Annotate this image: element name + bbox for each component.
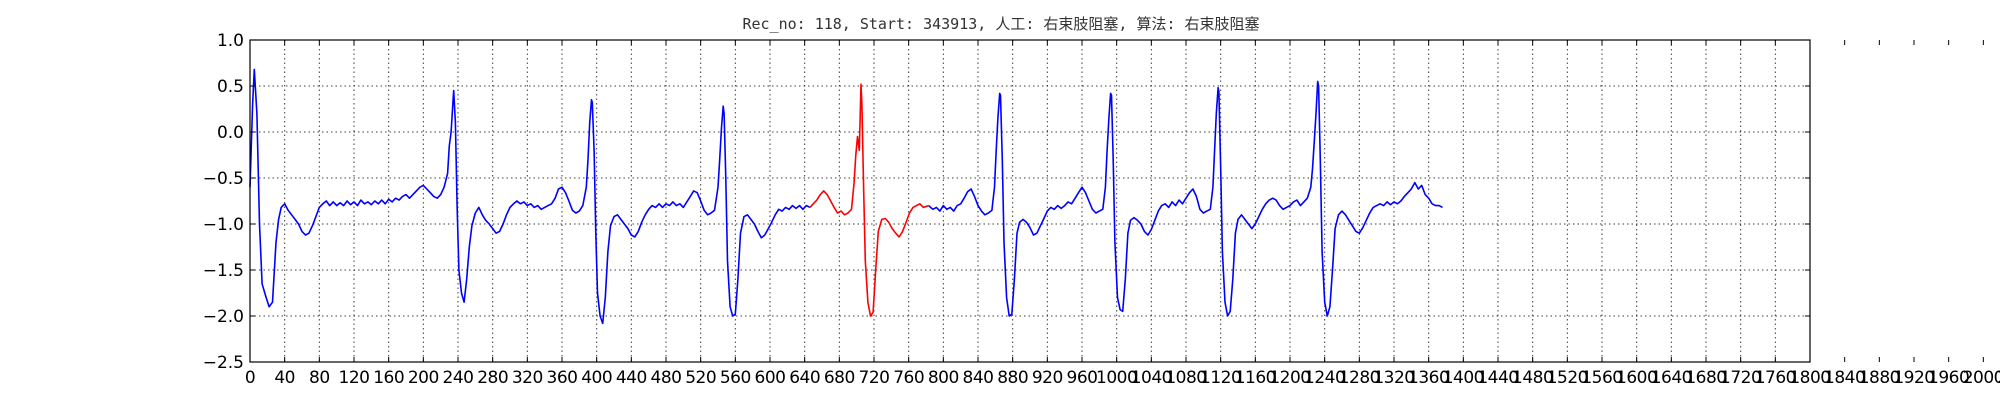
y-axis: 1.0 0.5 0.0 −0.5 −1.0 −1.5 −2.0 −2.5	[203, 31, 1810, 373]
x-tick-label: 1920	[1893, 368, 1934, 388]
series-line	[249, 68, 811, 325]
x-tick-label: 200	[408, 368, 439, 388]
x-tick-label: 1280	[1339, 368, 1380, 388]
y-tick-label: −1.5	[203, 261, 244, 281]
x-tick-label: 1440	[1477, 368, 1518, 388]
x-tick-label: 1840	[1824, 368, 1865, 388]
x-tick-label: 1480	[1512, 368, 1553, 388]
x-tick-label: 1040	[1131, 368, 1172, 388]
x-tick-label: 1640	[1651, 368, 1692, 388]
chart-title: Rec_no: 118, Start: 343913, 人工: 右束肢阻塞, 算…	[742, 15, 1259, 33]
x-tick-label: 360	[547, 368, 578, 388]
x-tick-label: 1200	[1269, 368, 1310, 388]
x-tick-label: 240	[443, 368, 474, 388]
x-tick-label: 1400	[1443, 368, 1484, 388]
x-tick-label: 440	[616, 368, 647, 388]
x-tick-label: 160	[373, 368, 404, 388]
x-tick-label: 1000	[1096, 368, 1137, 388]
plot-frame	[249, 39, 1811, 363]
x-tick-label: 480	[651, 368, 682, 388]
x-tick-label: 800	[928, 368, 959, 388]
x-tick-label: 600	[755, 368, 786, 388]
x-tick-label: 520	[685, 368, 716, 388]
x-tick-label: 1680	[1685, 368, 1726, 388]
x-tick-label: 1080	[1165, 368, 1206, 388]
x-tick-label: 2000	[1963, 368, 2000, 388]
y-tick-label: −2.0	[203, 307, 244, 327]
x-tick-label: 1520	[1547, 368, 1588, 388]
x-tick-label: 1600	[1616, 368, 1657, 388]
x-tick-label: 1240	[1304, 368, 1345, 388]
x-tick-label: 1880	[1859, 368, 1900, 388]
x-tick-label: 0	[245, 368, 255, 388]
series-line	[928, 80, 1443, 317]
x-tick-label: 1120	[1200, 368, 1241, 388]
x-tick-label: 280	[477, 368, 508, 388]
x-tick-label: 400	[581, 368, 612, 388]
y-tick-label: 1.0	[217, 31, 244, 51]
x-tick-label: 640	[789, 368, 820, 388]
series-layer	[249, 68, 1443, 325]
x-tick-label: 1720	[1720, 368, 1761, 388]
x-tick-label: 880	[997, 368, 1028, 388]
y-tick-label: −2.5	[203, 353, 244, 373]
x-tick-label: 720	[859, 368, 890, 388]
y-tick-label: 0.5	[217, 77, 244, 97]
x-tick-label: 1560	[1581, 368, 1622, 388]
grid-lines	[250, 40, 1810, 362]
x-tick-label: 1960	[1928, 368, 1969, 388]
y-tick-label: −1.0	[203, 215, 244, 235]
x-tick-label: 1800	[1789, 368, 1830, 388]
y-tick-label: 0.0	[217, 123, 244, 143]
series-line	[809, 83, 929, 317]
x-tick-label: 560	[720, 368, 751, 388]
x-tick-label: 1320	[1373, 368, 1414, 388]
x-tick-label: 320	[512, 368, 543, 388]
x-tick-label: 760	[893, 368, 924, 388]
x-tick-label: 680	[824, 368, 855, 388]
x-tick-label: 2040	[1997, 368, 2000, 388]
y-tick-label: −0.5	[203, 169, 244, 189]
x-tick-label: 1760	[1755, 368, 1796, 388]
x-tick-label: 960	[1067, 368, 1098, 388]
x-tick-label: 1160	[1235, 368, 1276, 388]
x-tick-label: 40	[274, 368, 295, 388]
x-tick-label: 120	[339, 368, 370, 388]
x-tick-label: 1360	[1408, 368, 1449, 388]
x-tick-label: 840	[963, 368, 994, 388]
x-tick-label: 80	[309, 368, 330, 388]
x-tick-label: 920	[1032, 368, 1063, 388]
x-axis: 0 40 80 120 160 200 240 280 320 360 400 440 480 520 56…	[245, 40, 2000, 388]
